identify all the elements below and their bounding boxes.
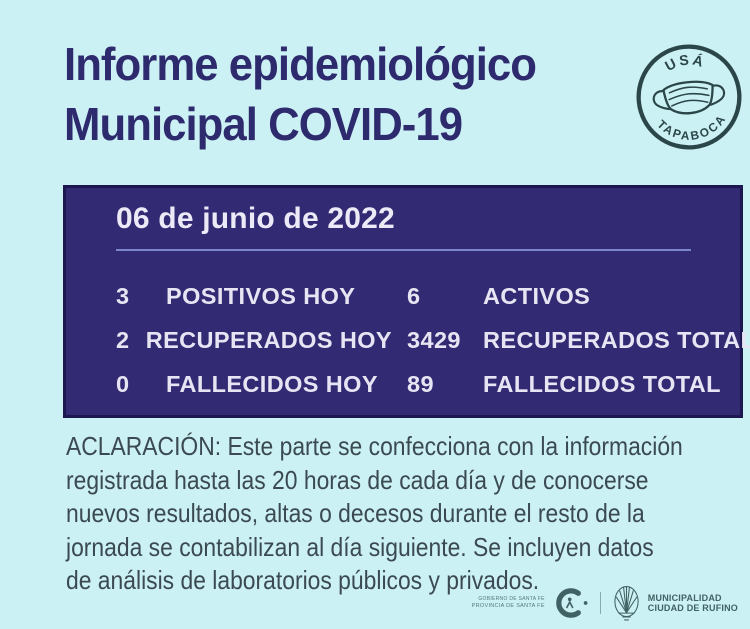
recuperados-total-value: 3429: [407, 326, 461, 353]
usa-tapaboca-badge: USÁ TAPABOCA: [626, 32, 750, 161]
note-line: registrada hasta las 20 horas de cada dí…: [66, 464, 649, 495]
today-column: 3 POSITIVOS HOY 2 RECUPERADOS HOY 0 FALL…: [66, 274, 392, 407]
badge-svg: USÁ TAPABOCA: [636, 44, 742, 150]
fallecidos-hoy-label: FALLECIDOS HOY: [166, 370, 378, 397]
fallecidos-hoy-value: 0: [116, 370, 130, 397]
stat-row-positivos-hoy: 3 POSITIVOS HOY: [116, 274, 392, 318]
footer-logos: GOBIERNO DE SANTA FE PROVINCIA DE SANTA …: [472, 582, 738, 624]
report-date: 06 de junio de 2022: [116, 202, 395, 235]
badge-top-text: USÁ: [662, 50, 709, 75]
positivos-hoy-label: POSITIVOS HOY: [166, 282, 356, 309]
activos-label: ACTIVOS: [483, 282, 591, 309]
fallecidos-total-value: 89: [407, 370, 434, 397]
municipality-logo-line1: MUNICIPALIDAD: [647, 592, 722, 603]
svg-text:USÁ: USÁ: [662, 50, 709, 75]
note-line: nuevos resultados, altas o decesos duran…: [66, 498, 645, 528]
municipality-logo-line2: CIUDAD DE RUFINO: [647, 603, 738, 613]
santa-fe-logo-line1: GOBIERNO DE SANTA FE: [478, 596, 545, 603]
stat-row-recuperados-total: 3429 RECUPERADOS TOTAL: [407, 318, 750, 362]
santa-fe-logo-text: GOBIERNO DE SANTA FE PROVINCIA DE SANTA …: [472, 596, 545, 609]
note-line: de análisis de laboratorios públicos y p…: [66, 565, 540, 595]
stat-row-fallecidos-hoy: 0 FALLECIDOS HOY: [116, 362, 392, 406]
clarification-note: ACLARACIÓN: Este parte se confecciona co…: [66, 430, 750, 598]
face-mask-icon: [652, 80, 726, 115]
note-line: ACLARACIÓN: Este parte se confecciona co…: [66, 431, 683, 461]
logo-divider: [599, 592, 601, 614]
recuperados-hoy-label: RECUPERADOS HOY: [145, 326, 392, 353]
santa-fe-c-mark-icon: [556, 588, 588, 618]
stat-row-recuperados-hoy: 2 RECUPERADOS HOY: [116, 318, 392, 362]
stats-grid: 3 POSITIVOS HOY 2 RECUPERADOS HOY 0 FALL…: [66, 274, 750, 407]
municipality-logo-text: MUNICIPALIDAD CIUDAD DE RUFINO: [648, 593, 738, 614]
santa-fe-logo-line2: PROVINCIA DE SANTA FE: [471, 602, 545, 609]
page-title-line1: Informe epidemiológico: [64, 38, 537, 90]
badge-circle: [636, 44, 742, 150]
recuperados-total-label: RECUPERADOS TOTAL: [483, 326, 750, 353]
positivos-hoy-value: 3: [116, 282, 130, 309]
date-divider-line: [116, 249, 691, 251]
recuperados-hoy-value: 2: [116, 326, 130, 353]
page-title-line2: Municipal COVID-19: [64, 98, 463, 151]
rufino-sun-emblem-icon: [614, 586, 639, 621]
stat-row-activos: 6 ACTIVOS: [407, 274, 750, 318]
daily-report-panel: 06 de junio de 2022 3 POSITIVOS HOY 2 RE…: [63, 185, 750, 418]
totals-column: 6 ACTIVOS 3429 RECUPERADOS TOTAL 89 FALL…: [392, 274, 750, 407]
fallecidos-total-label: FALLECIDOS TOTAL: [483, 370, 721, 397]
activos-value: 6: [407, 282, 421, 309]
page-title: Informe epidemiológico Municipal COVID-1…: [64, 34, 537, 155]
stat-row-fallecidos-total: 89 FALLECIDOS TOTAL: [407, 362, 750, 406]
note-line: jornada se contabilizan al día siguiente…: [66, 531, 654, 562]
